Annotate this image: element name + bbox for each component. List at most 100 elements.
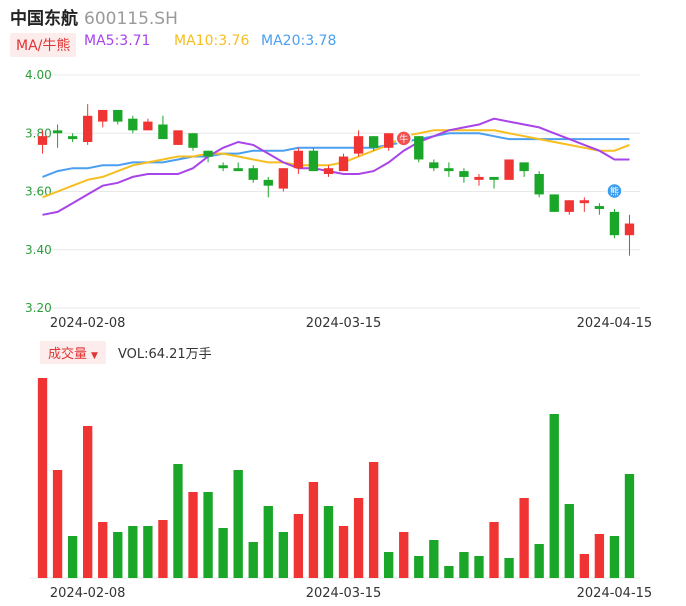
volume-bar bbox=[218, 528, 228, 578]
candle-body bbox=[83, 115, 93, 142]
candle-body bbox=[323, 168, 334, 175]
ma20-line bbox=[42, 132, 630, 178]
volume-bar bbox=[158, 520, 168, 578]
volume-bar bbox=[399, 532, 409, 578]
volume-bar bbox=[609, 536, 620, 578]
candle-body bbox=[594, 206, 605, 209]
volume-bar bbox=[444, 566, 454, 578]
candle-body bbox=[113, 109, 123, 122]
volume-bar bbox=[113, 532, 123, 578]
candle-body bbox=[414, 136, 424, 160]
volume-bar bbox=[233, 470, 243, 578]
volume-date-tick-label: 2024-04-15 bbox=[577, 586, 653, 601]
volume-bar bbox=[504, 558, 514, 578]
candle-body bbox=[549, 194, 559, 212]
volume-selector-label: 成交量 bbox=[48, 347, 88, 362]
bull-marker-label: 牛 bbox=[399, 133, 408, 145]
candle-body bbox=[504, 159, 514, 180]
volume-value: VOL:64.21万手 bbox=[117, 347, 212, 362]
price-tick-label: 3.40 bbox=[25, 243, 52, 257]
volume-bar bbox=[263, 506, 273, 578]
candle-body bbox=[338, 156, 349, 172]
bull-marker-icon bbox=[395, 130, 412, 147]
volume-bar bbox=[384, 552, 394, 578]
candle-body bbox=[384, 133, 394, 148]
volume-bar bbox=[624, 474, 635, 578]
candle-body bbox=[444, 168, 454, 172]
bear-marker-label: 熊 bbox=[610, 185, 619, 197]
volume-bar bbox=[353, 498, 364, 578]
candle-body bbox=[579, 200, 589, 204]
price-tick-label: 3.60 bbox=[25, 185, 52, 199]
volume-bar bbox=[203, 492, 213, 578]
date-tick-label: 2024-03-15 bbox=[306, 316, 382, 331]
volume-bar bbox=[52, 470, 63, 578]
volume-date-tick-label: 2024-03-15 bbox=[306, 586, 382, 601]
price-tick-label: 4.00 bbox=[25, 68, 52, 82]
volume-bar bbox=[594, 534, 605, 578]
ma5-line bbox=[42, 117, 630, 216]
candle-body bbox=[218, 165, 228, 169]
price-tick-label: 3.20 bbox=[25, 301, 52, 315]
volume-bar bbox=[248, 542, 258, 578]
candle-body bbox=[474, 176, 484, 180]
bear-marker-icon bbox=[606, 182, 623, 200]
volume-bar bbox=[429, 540, 439, 578]
volume-bar bbox=[534, 544, 544, 578]
candle-body bbox=[98, 109, 108, 122]
candle-body bbox=[67, 136, 78, 140]
volume-bar bbox=[188, 492, 198, 578]
volume-bar bbox=[323, 506, 334, 578]
candle-body bbox=[37, 136, 48, 145]
candle-body bbox=[293, 150, 304, 169]
candle-body bbox=[624, 223, 635, 236]
volume-bar bbox=[579, 554, 589, 578]
volume-bar bbox=[549, 414, 559, 578]
candle-body bbox=[158, 124, 168, 140]
candle-body bbox=[308, 150, 319, 172]
candle-body bbox=[353, 136, 364, 154]
candle-body bbox=[429, 162, 439, 169]
candle-body bbox=[188, 133, 198, 148]
candle-body bbox=[203, 150, 213, 157]
volume-header: 成交量 ▼ VOL:64.21万手 bbox=[40, 341, 212, 364]
candle-body bbox=[564, 200, 574, 212]
volume-selector[interactable]: 成交量 ▼ bbox=[40, 341, 106, 364]
volume-bar bbox=[67, 536, 78, 578]
candle-body bbox=[263, 179, 273, 186]
candle-body bbox=[143, 121, 153, 131]
volume-bar bbox=[489, 522, 499, 578]
candle-body bbox=[534, 174, 544, 195]
volume-date-tick-label: 2024-02-08 bbox=[50, 586, 126, 601]
volume-bar bbox=[173, 464, 183, 578]
date-tick-label: 2024-02-08 bbox=[50, 316, 126, 331]
candle-body bbox=[609, 211, 620, 236]
volume-bar bbox=[83, 426, 93, 578]
volume-bar bbox=[564, 504, 574, 578]
volume-bar bbox=[37, 378, 48, 578]
volume-bar bbox=[128, 526, 138, 578]
stock-title: 中国东航 600115.SH bbox=[10, 4, 178, 29]
candle-body bbox=[489, 176, 499, 180]
volume-bar bbox=[98, 522, 108, 578]
volume-bar bbox=[414, 556, 424, 578]
date-tick-label: 2024-04-15 bbox=[577, 316, 653, 331]
candle-body bbox=[52, 130, 63, 134]
volume-bar bbox=[474, 556, 484, 578]
ma20-legend: MA20:3.78 bbox=[261, 33, 337, 49]
candle-body bbox=[173, 130, 183, 145]
volume-bar bbox=[519, 498, 529, 578]
ma5-legend: MA5:3.71 bbox=[84, 33, 151, 49]
candle-body bbox=[128, 118, 138, 131]
volume-bar bbox=[293, 514, 304, 578]
indicator-selector[interactable]: MA/牛熊 bbox=[10, 33, 77, 57]
volume-bar bbox=[308, 482, 319, 578]
stock-code: 600115.SH bbox=[84, 9, 178, 29]
dropdown-triangle-icon: ▼ bbox=[91, 351, 98, 361]
volume-bar bbox=[338, 526, 349, 578]
volume-bar bbox=[143, 526, 153, 578]
stock-name: 中国东航 bbox=[10, 9, 78, 29]
volume-bar bbox=[368, 462, 379, 578]
candle-body bbox=[519, 162, 529, 172]
